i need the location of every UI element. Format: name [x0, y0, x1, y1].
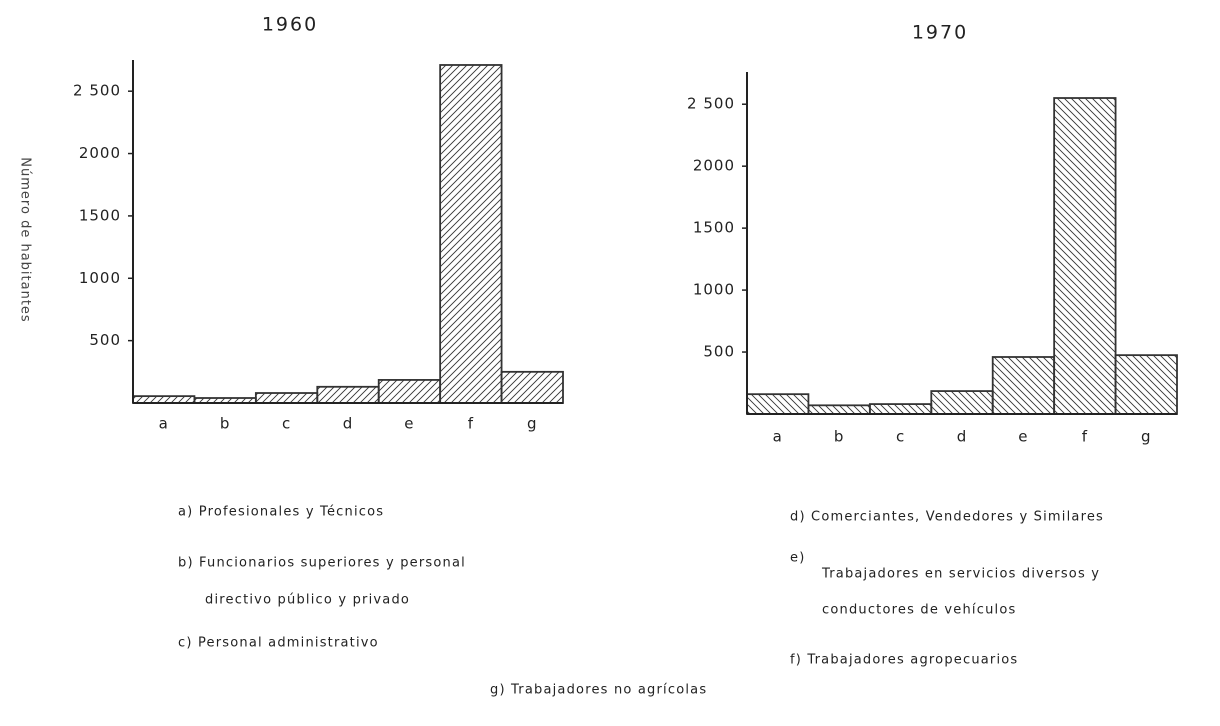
bar: [132, 395, 196, 404]
x-tick-label: f: [468, 415, 474, 433]
y-tick-label: 2 500: [687, 95, 735, 113]
bar: [807, 404, 871, 415]
legend-note: conductores de vehículos: [822, 603, 1016, 618]
x-tick-label: a: [159, 415, 169, 433]
x-tick-label: g: [1141, 428, 1152, 446]
x-tick-label: e: [1018, 428, 1028, 446]
x-tick-label: b: [220, 415, 231, 433]
y-tick-label: 1500: [79, 206, 121, 224]
x-tick-label: d: [957, 428, 968, 446]
y-tick-label: 2 500: [73, 82, 121, 100]
bar: [500, 370, 564, 404]
bar: [746, 393, 810, 415]
legend-note: d) Comerciantes, Vendedores y Similares: [790, 510, 1104, 525]
y-tick-label: 1500: [693, 219, 735, 237]
y-tick-label: 500: [89, 331, 121, 349]
y-tick-label: 2000: [693, 157, 735, 175]
legend-note: f) Trabajadores agropecuarios: [790, 653, 1018, 668]
legend-note: a) Profesionales y Técnicos: [178, 505, 384, 520]
legend-note: b) Funcionarios superiores y personal: [178, 556, 466, 571]
bar: [868, 403, 933, 415]
x-tick-label: c: [896, 428, 905, 446]
x-tick-label: e: [404, 415, 414, 433]
x-tick-label: f: [1082, 428, 1088, 446]
x-tick-label: b: [834, 428, 845, 446]
y-tick-label: 1000: [693, 281, 735, 299]
x-tick-label: c: [282, 415, 291, 433]
legend-note: g) Trabajadores no agrícolas: [490, 683, 707, 698]
bar: [1114, 354, 1178, 415]
bar: [991, 356, 1056, 415]
legend-note: c) Personal administrativo: [178, 636, 379, 651]
bar: [316, 385, 380, 404]
legend-note: Trabajadores en servicios diversos y: [821, 567, 1100, 582]
y-tick-label: 2000: [79, 144, 121, 162]
x-tick-label: g: [527, 415, 538, 433]
bar: [930, 390, 994, 415]
bar: [1053, 97, 1117, 415]
x-tick-label: d: [343, 415, 354, 433]
y-tick-label: 500: [703, 343, 735, 361]
chart-title: 1960: [262, 14, 318, 36]
bar: [377, 379, 442, 404]
legend-note: directivo público y privado: [205, 593, 410, 608]
chart-title: 1970: [912, 22, 968, 44]
y-axis-label: Número de habitantes: [18, 157, 33, 322]
x-tick-label: a: [773, 428, 783, 446]
bar: [254, 392, 319, 404]
y-tick-label: 1000: [79, 269, 121, 287]
bar: [439, 64, 503, 404]
legend-note: e): [790, 551, 805, 566]
